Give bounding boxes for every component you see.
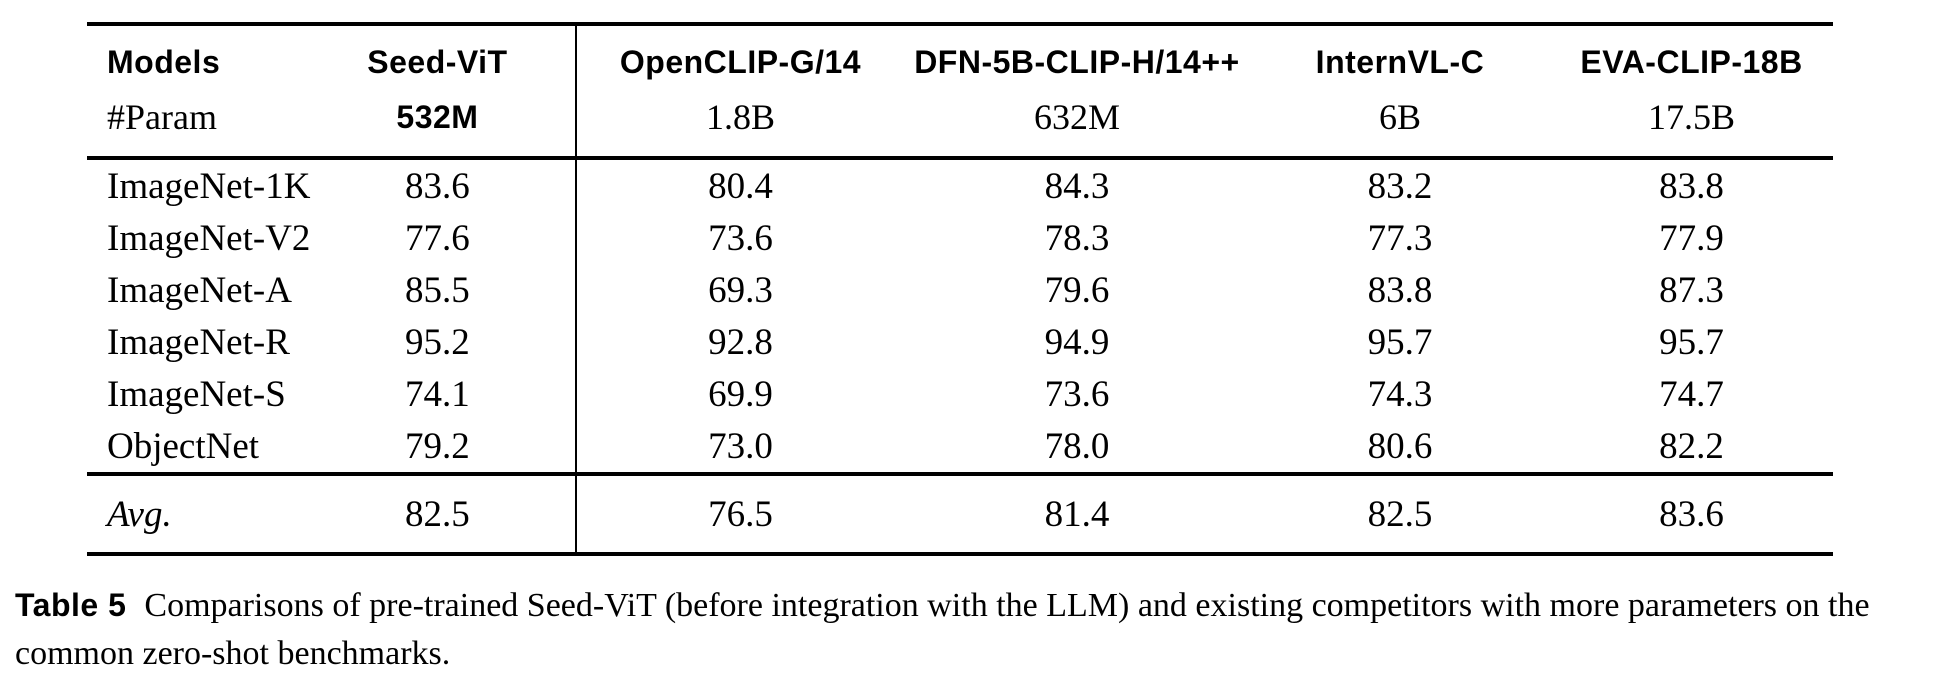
average-row: Avg. 82.5 76.5 81.4 82.5 83.6 bbox=[87, 472, 1833, 554]
param-openclip: 1.8B bbox=[575, 90, 905, 160]
param-eva-clip: 17.5B bbox=[1550, 90, 1833, 160]
benchmark-label: ImageNet-S bbox=[107, 373, 286, 415]
param-seed-vit: 532M bbox=[300, 90, 577, 160]
models-header: Models bbox=[107, 43, 221, 80]
score-cell: 87.3 bbox=[1659, 269, 1724, 311]
benchmark-label: ImageNet-1K bbox=[107, 165, 311, 207]
score-cell: 83.8 bbox=[1367, 269, 1433, 311]
model-header-openclip: OpenCLIP-G/14 bbox=[619, 43, 862, 80]
score-cell: 78.0 bbox=[1044, 425, 1110, 467]
benchmark-table: Models Seed-ViT OpenCLIP-G/14 DFN-5B-CLI… bbox=[87, 22, 1833, 556]
score-cell: 95.7 bbox=[1659, 321, 1724, 363]
score-cell: 74.1 bbox=[300, 368, 577, 420]
table-row: ObjectNet 79.2 73.0 78.0 80.6 82.2 bbox=[87, 420, 1833, 474]
avg-cell: 82.5 bbox=[300, 472, 577, 554]
param-row: #Param 532M 1.8B 632M 6B 17.5B bbox=[87, 90, 1833, 160]
table-row: ImageNet-1K 83.6 80.4 84.3 83.2 83.8 bbox=[87, 158, 1833, 212]
benchmark-label: ImageNet-A bbox=[107, 269, 292, 311]
score-cell: 77.9 bbox=[1659, 217, 1724, 259]
score-cell: 94.9 bbox=[1044, 321, 1110, 363]
model-name-row: Models Seed-ViT OpenCLIP-G/14 DFN-5B-CLI… bbox=[87, 24, 1833, 90]
model-header-dfn: DFN-5B-CLIP-H/14++ bbox=[914, 43, 1240, 80]
score-cell: 73.6 bbox=[1044, 373, 1110, 415]
model-header-seed-vit: Seed-ViT bbox=[300, 24, 577, 90]
table-row: ImageNet-V2 77.6 73.6 78.3 77.3 77.9 bbox=[87, 212, 1833, 264]
score-cell: 80.6 bbox=[1367, 425, 1433, 467]
score-cell: 95.7 bbox=[1367, 321, 1433, 363]
avg-cell: 81.4 bbox=[904, 472, 1250, 554]
score-cell: 92.8 bbox=[708, 321, 773, 363]
benchmark-label: ObjectNet bbox=[107, 425, 260, 467]
score-cell: 84.3 bbox=[1044, 165, 1110, 207]
score-cell: 77.3 bbox=[1367, 217, 1433, 259]
avg-cell: 76.5 bbox=[575, 472, 905, 554]
score-cell: 79.6 bbox=[1044, 269, 1110, 311]
score-cell: 73.0 bbox=[708, 425, 773, 467]
avg-label: Avg. bbox=[87, 472, 300, 554]
score-cell: 74.3 bbox=[1367, 373, 1433, 415]
model-header-eva-clip: EVA-CLIP-18B bbox=[1580, 43, 1803, 80]
table-row: ImageNet-S 74.1 69.9 73.6 74.3 74.7 bbox=[87, 368, 1833, 420]
score-cell: 78.3 bbox=[1044, 217, 1110, 259]
benchmark-label: ImageNet-R bbox=[107, 321, 290, 363]
model-header-internvl: InternVL-C bbox=[1315, 43, 1485, 80]
score-cell: 74.7 bbox=[1659, 373, 1724, 415]
score-cell: 79.2 bbox=[300, 420, 577, 474]
table-row: ImageNet-R 95.2 92.8 94.9 95.7 95.7 bbox=[87, 316, 1833, 368]
score-cell: 69.9 bbox=[708, 373, 773, 415]
table-row: ImageNet-A 85.5 69.3 79.6 83.8 87.3 bbox=[87, 264, 1833, 316]
score-cell: 95.2 bbox=[300, 316, 577, 368]
caption-text: Comparisons of pre-trained Seed-ViT (bef… bbox=[15, 587, 1870, 673]
benchmark-label: ImageNet-V2 bbox=[107, 217, 311, 259]
score-cell: 77.6 bbox=[300, 212, 577, 264]
caption-label: Table 5 bbox=[15, 587, 127, 623]
score-cell: 85.5 bbox=[300, 264, 577, 316]
score-cell: 83.6 bbox=[300, 158, 577, 212]
score-cell: 80.4 bbox=[708, 165, 773, 207]
score-cell: 73.6 bbox=[708, 217, 773, 259]
score-cell: 69.3 bbox=[708, 269, 773, 311]
param-dfn: 632M bbox=[904, 90, 1250, 160]
score-cell: 83.8 bbox=[1659, 165, 1724, 207]
score-cell: 82.2 bbox=[1659, 425, 1724, 467]
param-internvl: 6B bbox=[1249, 90, 1551, 160]
param-header: #Param bbox=[87, 90, 300, 160]
table-caption: Table 5 Comparisons of pre-trained Seed-V… bbox=[15, 582, 1920, 679]
avg-cell: 82.5 bbox=[1249, 472, 1551, 554]
avg-cell: 83.6 bbox=[1550, 472, 1833, 554]
score-cell: 83.2 bbox=[1367, 165, 1433, 207]
